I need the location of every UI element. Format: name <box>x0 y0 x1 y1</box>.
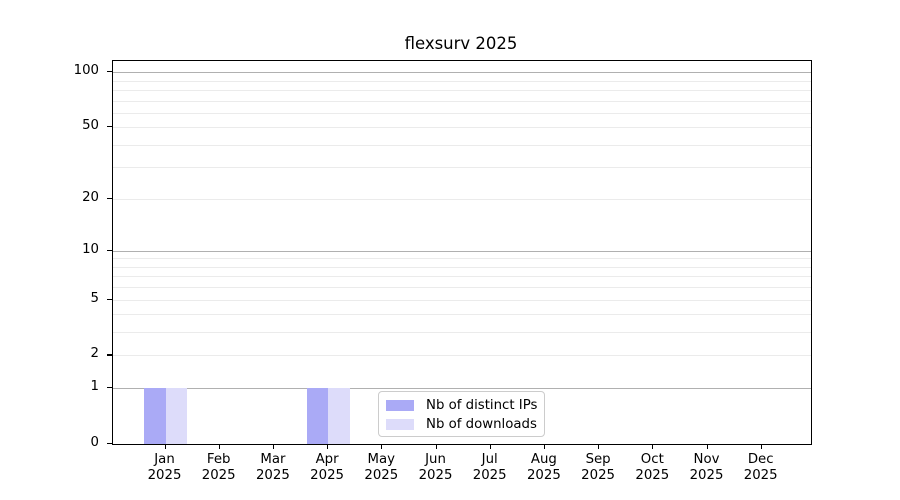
x-tick-label-month: May <box>367 452 396 467</box>
legend-item-label: Nb of downloads <box>426 417 537 432</box>
x-tick-label-year: 2025 <box>581 468 616 483</box>
x-tick-label: Jul 2025 <box>462 452 518 484</box>
x-tick-label: Aug 2025 <box>516 452 572 484</box>
gridline-minor <box>113 332 811 334</box>
gridline-minor <box>113 127 811 129</box>
gridline-minor <box>113 198 811 200</box>
x-axis-tick <box>489 444 491 449</box>
x-tick-label-year: 2025 <box>255 468 290 483</box>
y-tick-label: 10 <box>82 241 99 257</box>
x-tick-label: Apr 2025 <box>299 452 355 484</box>
gridline-minor <box>113 112 811 114</box>
y-tick-label: 20 <box>82 189 99 205</box>
x-tick-label: Oct 2025 <box>624 452 680 484</box>
y-axis-tick <box>107 354 112 356</box>
gridline-minor <box>113 314 811 316</box>
x-axis-tick <box>652 444 654 449</box>
x-tick-label-month: Jan <box>154 452 175 467</box>
gridline-minor <box>113 80 811 82</box>
x-tick-label-month: Nov <box>693 452 720 467</box>
x-axis-tick <box>164 444 166 449</box>
gridline-minor <box>113 258 811 260</box>
x-axis-tick <box>706 444 708 449</box>
x-tick-label-year: 2025 <box>364 468 399 483</box>
bar-nb-of-distinct-ips-jan <box>144 388 166 444</box>
x-axis-tick <box>218 444 220 449</box>
bar-nb-of-distinct-ips-apr <box>306 388 329 444</box>
x-tick-label-year: 2025 <box>472 468 507 483</box>
x-axis-tick <box>435 444 437 449</box>
y-tick-label: 0 <box>90 435 99 450</box>
x-tick-label-month: Jul <box>481 452 498 467</box>
gridline-minor <box>113 355 811 357</box>
x-tick-label: Feb 2025 <box>191 452 247 484</box>
legend-item: Nb of downloads <box>386 415 544 434</box>
x-tick-label-month: Feb <box>206 452 231 467</box>
x-tick-label: Mar 2025 <box>245 452 301 484</box>
x-tick-label-year: 2025 <box>689 468 724 483</box>
y-axis-tick <box>107 126 112 128</box>
y-axis-tick <box>107 71 112 73</box>
gridline-major <box>113 250 811 252</box>
x-tick-label-year: 2025 <box>201 468 236 483</box>
legend-swatch <box>386 400 414 411</box>
bar-nb-of-downloads-apr <box>328 388 350 444</box>
y-tick-label: 2 <box>90 346 99 362</box>
gridline-minor <box>113 299 811 301</box>
y-tick-label: 50 <box>82 118 99 134</box>
gridline-minor <box>113 167 811 169</box>
legend-item: Nb of distinct IPs <box>386 396 544 415</box>
gridline-major <box>113 388 811 390</box>
x-tick-label: Jan 2025 <box>137 452 193 484</box>
x-tick-label: Nov 2025 <box>679 452 735 484</box>
gridline-major <box>113 72 811 74</box>
y-axis-tick <box>107 443 112 445</box>
gridline-minor <box>113 266 811 268</box>
x-axis-tick <box>598 444 600 449</box>
y-tick-label: 1 <box>90 379 99 395</box>
y-tick-label: 5 <box>90 290 99 306</box>
x-tick-label-month: Mar <box>260 452 286 467</box>
x-tick-label-month: Dec <box>747 452 774 467</box>
x-tick-label-year: 2025 <box>418 468 453 483</box>
chart-title: flexsurv 2025 <box>404 34 518 53</box>
x-tick-label-year: 2025 <box>526 468 561 483</box>
bar-nb-of-downloads-jan <box>165 388 187 444</box>
legend-swatch <box>386 419 414 430</box>
y-axis-tick <box>107 387 112 389</box>
x-axis-tick <box>327 444 329 449</box>
x-tick-label-year: 2025 <box>147 468 182 483</box>
x-tick-label-month: Apr <box>315 452 339 467</box>
y-axis-tick <box>107 298 112 300</box>
x-tick-label-year: 2025 <box>743 468 778 483</box>
x-tick-label: Dec 2025 <box>733 452 789 484</box>
gridline-minor <box>113 100 811 102</box>
gridline-minor <box>113 89 811 91</box>
x-axis-tick <box>272 444 275 449</box>
legend: Nb of distinct IPs Nb of downloads <box>378 391 545 437</box>
x-axis-tick <box>760 444 762 449</box>
x-tick-label: Jun 2025 <box>408 452 464 484</box>
x-tick-label-year: 2025 <box>310 468 345 483</box>
y-tick-label: 100 <box>73 63 99 79</box>
x-tick-label: May 2025 <box>353 452 409 484</box>
plot-area <box>112 60 812 445</box>
x-tick-label-month: Oct <box>640 452 664 467</box>
x-tick-label: Sep 2025 <box>570 452 626 484</box>
x-tick-label-month: Jun <box>425 452 446 467</box>
legend-item-label: Nb of distinct IPs <box>426 398 538 413</box>
x-tick-label-month: Sep <box>585 452 611 467</box>
y-axis-tick <box>107 249 112 251</box>
x-tick-label-month: Aug <box>530 452 557 467</box>
y-axis-tick <box>107 197 112 199</box>
gridline-minor <box>113 144 811 146</box>
x-tick-label-year: 2025 <box>635 468 670 483</box>
gridline-minor <box>113 276 811 278</box>
gridline-minor <box>113 287 811 289</box>
x-axis-tick <box>543 444 546 449</box>
x-axis-tick <box>381 444 383 449</box>
